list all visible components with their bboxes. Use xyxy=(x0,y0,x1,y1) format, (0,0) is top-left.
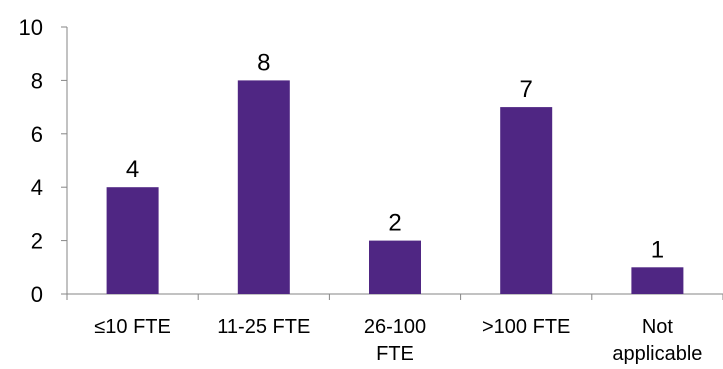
data-label: 2 xyxy=(388,210,401,237)
data-label: 4 xyxy=(126,156,139,183)
y-tick-label: 6 xyxy=(31,122,43,147)
y-tick-label: 10 xyxy=(19,15,43,40)
y-tick-label: 2 xyxy=(31,229,43,254)
x-axis: ≤10 FTE 11-25 FTE 26-100 FTE >100 FTE Not appl… xyxy=(66,293,723,365)
x-tick-label: ≤10 FTE xyxy=(94,316,171,338)
data-label: 8 xyxy=(257,49,270,76)
bar xyxy=(237,80,290,295)
data-labels: 4 8 2 7 1 xyxy=(126,49,664,263)
bar xyxy=(500,107,553,294)
bar xyxy=(106,187,159,294)
bar xyxy=(369,240,421,294)
y-tick-label: 0 xyxy=(31,282,43,307)
data-label: 1 xyxy=(651,236,664,263)
x-tick-label: FTE xyxy=(376,343,414,365)
x-tick-label: 11-25 FTE xyxy=(217,316,310,338)
bar xyxy=(631,267,684,294)
x-tick-label: Not xyxy=(642,316,674,338)
y-tick-label: 8 xyxy=(31,68,43,93)
bars xyxy=(106,80,684,295)
y-axis: 0 2 4 6 8 10 xyxy=(19,15,68,307)
x-tick-label: >100 FTE xyxy=(482,316,570,338)
y-tick-label: 4 xyxy=(31,175,43,200)
x-tick-label: 26-100 xyxy=(364,316,426,338)
x-tick-label: applicable xyxy=(612,343,702,365)
data-label: 7 xyxy=(520,76,533,103)
